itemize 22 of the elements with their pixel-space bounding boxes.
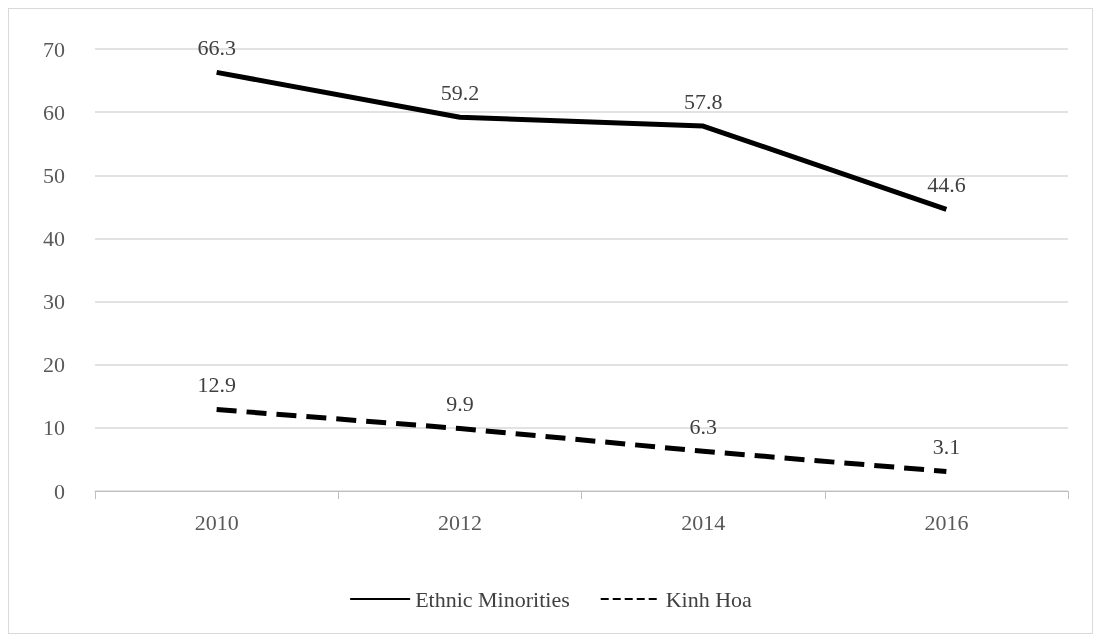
y-tick-label: 10	[43, 415, 65, 441]
y-tick-label: 30	[43, 289, 65, 315]
data-label: 6.3	[689, 413, 717, 439]
data-label: 12.9	[197, 372, 236, 398]
x-tick-label: 2010	[194, 509, 239, 535]
data-label: 66.3	[197, 34, 236, 60]
y-tick-label: 20	[43, 352, 65, 378]
x-tick-label: 2016	[924, 509, 969, 535]
y-tick-label: 70	[43, 36, 65, 62]
data-label: 44.6	[927, 171, 966, 197]
legend-label: Ethnic Minorities	[415, 586, 570, 612]
x-tick-label: 2014	[681, 509, 726, 535]
legend-label: Kinh Hoa	[665, 586, 753, 612]
y-tick-label: 40	[43, 225, 65, 251]
x-tick-label: 2012	[437, 509, 482, 535]
data-label: 9.9	[446, 390, 474, 416]
y-tick-label: 60	[43, 99, 65, 125]
y-tick-label: 50	[43, 162, 65, 188]
data-label: 3.1	[932, 433, 961, 459]
y-tick-label: 0	[54, 478, 65, 504]
data-label: 59.2	[440, 79, 480, 105]
data-label: 57.8	[683, 88, 723, 114]
